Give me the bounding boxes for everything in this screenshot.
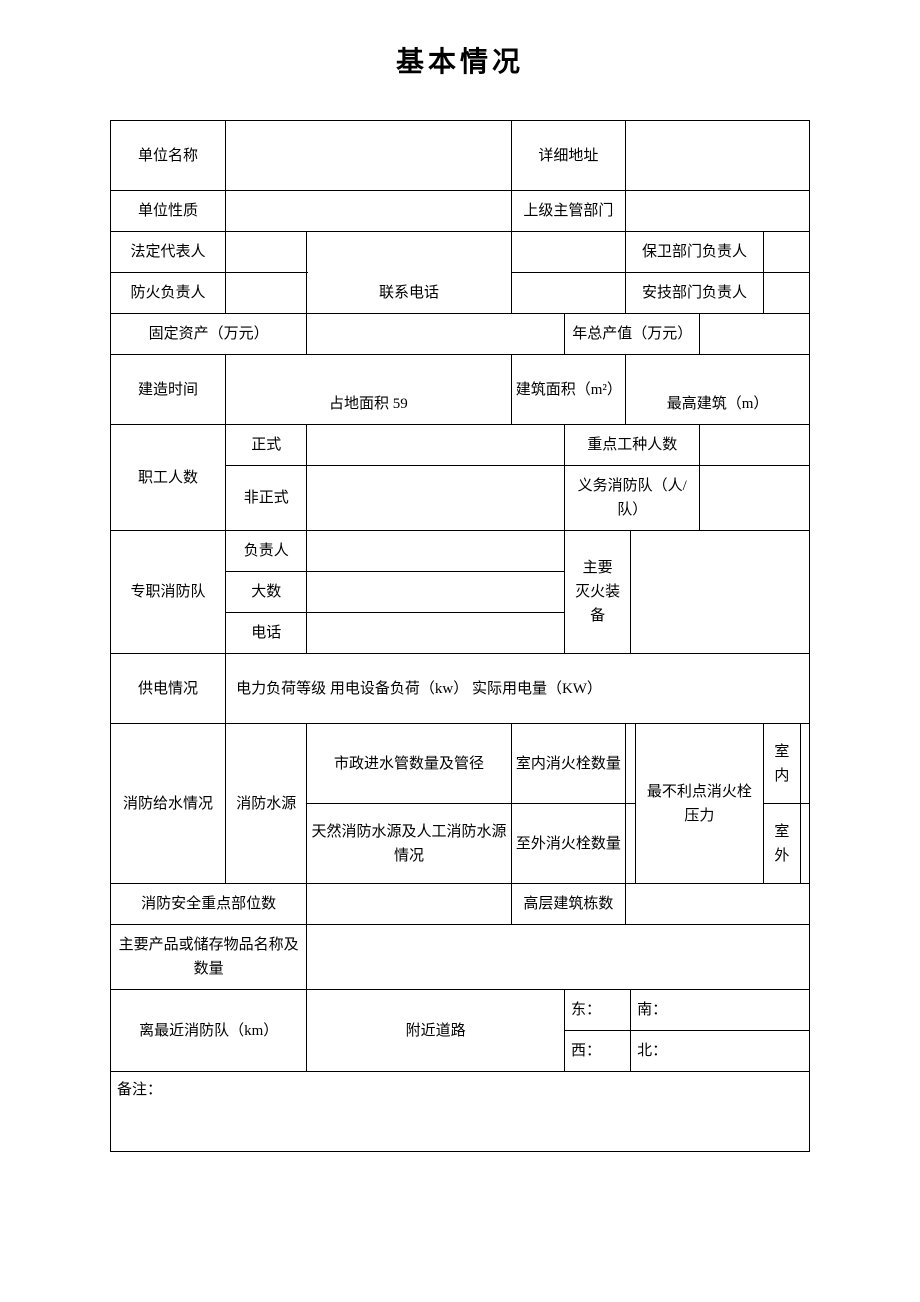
row-fixed-assets: 固定资产（万元） 年总产值（万元）: [111, 314, 810, 355]
label-employee-count: 职工人数: [111, 425, 226, 531]
value-outdoor-hydrant: [626, 804, 636, 884]
label-fire-source: 消防水源: [226, 724, 307, 884]
value-indoor-hydrant: [626, 724, 636, 804]
label-products: 主要产品或储存物品名称及数量: [111, 925, 307, 990]
label-main-equipment: 主要 灭火装备: [565, 531, 631, 654]
label-superior-dept: 上级主管部门: [511, 191, 625, 232]
value-team-leader: [307, 531, 565, 572]
label-max-building: 最高建筑（m）: [626, 355, 810, 425]
value-unit-name: [226, 121, 512, 191]
label-key-job: 重点工种人数: [565, 425, 700, 466]
row-water-1: 消防给水情况 消防水源 市政进水管数量及管径 室内消火栓数量 最不利点消火栓压力…: [111, 724, 810, 804]
value-detailed-address: [626, 121, 810, 191]
value-team-phone: [307, 613, 565, 654]
value-safety-head: [763, 273, 809, 314]
label-nearest-station: 离最近消防队（km）: [111, 990, 307, 1072]
label-unit-name: 单位名称: [111, 121, 226, 191]
value-highrise: [626, 884, 810, 925]
label-outdoor-hydrant: 至外消火栓数量: [511, 804, 625, 884]
row-key-parts: 消防安全重点部位数 高层建筑栋数: [111, 884, 810, 925]
label-power-supply: 供电情况: [111, 654, 226, 724]
label-east: 东：: [565, 990, 631, 1031]
label-building-area: 建筑面积（m²）: [511, 355, 625, 425]
value-unit-nature: [226, 191, 512, 232]
label-safety-head: 安技部门负责人: [626, 273, 764, 314]
label-annual-output: 年总产值（万元）: [565, 314, 700, 355]
value-volunteer: [700, 466, 810, 531]
row-remarks: 备注：: [111, 1072, 810, 1152]
row-build-time: 建造时间 占地面积 59 建筑面积（m²） 最高建筑（m）: [111, 355, 810, 425]
label-legal-rep: 法定代表人: [111, 232, 226, 273]
value-indoor-pressure: [800, 724, 809, 804]
label-west: 西：: [565, 1031, 631, 1072]
row-nearest-1: 离最近消防队（km） 附近道路 东： 南：: [111, 990, 810, 1031]
row-power: 供电情况 电力负荷等级 用电设备负荷（kw） 实际用电量（KW）: [111, 654, 810, 724]
label-land-area: 占地面积 59: [226, 355, 512, 425]
value-main-equipment: [631, 531, 810, 654]
label-informal: 非正式: [226, 466, 307, 531]
value-team-size: [307, 572, 565, 613]
value-contact-phone: [511, 273, 625, 314]
value-legal-rep: [226, 232, 307, 273]
value-annual-output: [700, 314, 810, 355]
row-legal-rep: 法定代表人 保卫部门负责人: [111, 232, 810, 273]
label-remarks: 备注：: [111, 1072, 810, 1152]
label-highrise: 高层建筑栋数: [511, 884, 625, 925]
value-informal: [307, 466, 565, 531]
label-municipal-pipe: 市政进水管数量及管径: [307, 724, 511, 804]
value-products: [307, 925, 810, 990]
label-volunteer: 义务消防队（人/队）: [565, 466, 700, 531]
value-outdoor-pressure: [800, 804, 809, 884]
row-fire-head: 防火负责人 联系电话 安技部门负责人: [111, 273, 810, 314]
value-key-parts: [307, 884, 511, 925]
value-key-job: [700, 425, 810, 466]
label-pro-fire-team: 专职消防队: [111, 531, 226, 654]
label-nearby-roads: 附近道路: [307, 990, 565, 1072]
label-power-detail: 电力负荷等级 用电设备负荷（kw） 实际用电量（KW）: [226, 654, 810, 724]
label-indoor: 室内: [763, 724, 800, 804]
value-fixed-assets: [307, 314, 565, 355]
label-team-leader: 负责人: [226, 531, 307, 572]
value-fire-head: [226, 273, 307, 314]
blank-phone-upper: [307, 232, 511, 273]
row-formal: 职工人数 正式 重点工种人数: [111, 425, 810, 466]
label-team-phone: 电话: [226, 613, 307, 654]
label-north: 北：: [631, 1031, 810, 1072]
label-indoor-hydrant: 室内消火栓数量: [511, 724, 625, 804]
label-fixed-assets: 固定资产（万元）: [111, 314, 307, 355]
label-detailed-address: 详细地址: [511, 121, 625, 191]
row-unit-nature: 单位性质 上级主管部门: [111, 191, 810, 232]
label-outdoor: 室外: [763, 804, 800, 884]
value-superior-dept: [626, 191, 810, 232]
basic-info-table: 单位名称 详细地址 单位性质 上级主管部门 法定代表人 保卫部门负责人 防火负责…: [110, 120, 810, 1152]
page-title: 基本情况: [20, 40, 900, 80]
label-fire-head: 防火负责人: [111, 273, 226, 314]
row-team-leader: 专职消防队 负责人 主要 灭火装备: [111, 531, 810, 572]
label-contact-phone: 联系电话: [307, 273, 511, 314]
label-south: 南：: [631, 990, 810, 1031]
label-build-time: 建造时间: [111, 355, 226, 425]
label-worst-pressure: 最不利点消火栓压力: [635, 724, 763, 884]
label-formal: 正式: [226, 425, 307, 466]
label-unit-nature: 单位性质: [111, 191, 226, 232]
label-key-parts: 消防安全重点部位数: [111, 884, 307, 925]
value-formal: [307, 425, 565, 466]
label-natural-source: 天然消防水源及人工消防水源情况: [307, 804, 511, 884]
row-products: 主要产品或储存物品名称及数量: [111, 925, 810, 990]
value-legal-phone: [511, 232, 625, 273]
label-team-size: 大数: [226, 572, 307, 613]
value-security-head: [763, 232, 809, 273]
row-unit-name: 单位名称 详细地址: [111, 121, 810, 191]
label-security-head: 保卫部门负责人: [626, 232, 764, 273]
label-fire-water: 消防给水情况: [111, 724, 226, 884]
page-container: 基本情况 单位名称 详细地址 单位性质 上级主管部门 法定代表人 保卫部门负责人: [20, 40, 900, 1152]
